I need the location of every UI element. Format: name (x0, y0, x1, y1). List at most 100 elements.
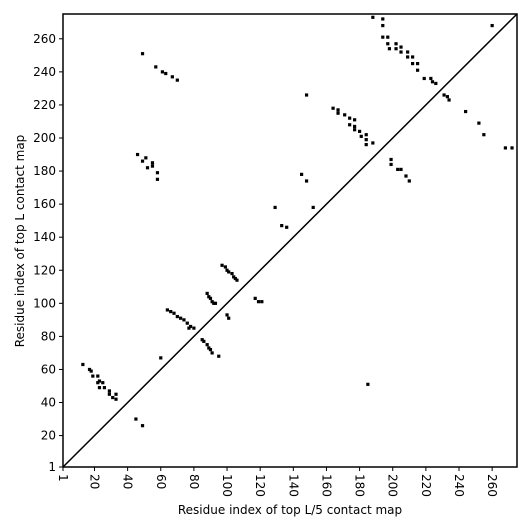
y-tick-label: 220 (33, 98, 56, 112)
contact-point (207, 346, 211, 350)
contact-point (415, 68, 420, 72)
contact-point (205, 291, 209, 296)
contact-point (353, 118, 357, 122)
contact-point (399, 45, 403, 49)
contact-point (464, 109, 468, 114)
contact-point (145, 166, 150, 170)
y-axis-label: Residue index of top L contact map (13, 135, 27, 348)
contact-point (107, 389, 111, 393)
contact-point (89, 369, 93, 373)
contact-point (490, 23, 494, 28)
contact-point (140, 159, 145, 163)
contact-point (285, 225, 289, 229)
contact-point (150, 164, 155, 168)
contact-point (114, 392, 118, 396)
contact-point (182, 318, 186, 322)
x-tick-label: 100 (220, 474, 234, 497)
contact-point (353, 124, 357, 129)
contact-point (256, 300, 261, 304)
contact-point (200, 338, 204, 342)
contact-point (399, 167, 403, 172)
contact-point (97, 386, 102, 390)
contact-point (442, 93, 446, 97)
contact-point (159, 356, 163, 360)
contact-point (445, 95, 450, 99)
contact-point (364, 138, 368, 142)
y-tick-label: 240 (33, 65, 56, 79)
contact-point (140, 52, 145, 56)
contact-point (135, 152, 140, 157)
contact-point (101, 381, 105, 385)
contact-point (411, 61, 415, 66)
contact-point (233, 276, 237, 281)
contact-point (311, 205, 315, 210)
contact-point (227, 316, 231, 320)
contact-point (404, 174, 408, 178)
contact-point (217, 354, 221, 358)
contact-point (187, 326, 191, 330)
contact-point (87, 367, 92, 372)
contact-point (220, 263, 224, 267)
contact-point (225, 313, 229, 317)
contact-point (371, 15, 375, 19)
y-tick-label: 200 (33, 131, 56, 145)
contact-point (503, 146, 508, 150)
x-tick-label: 20 (87, 474, 101, 489)
contact-point (212, 301, 216, 305)
contact-point (366, 382, 370, 386)
contact-point (227, 270, 231, 274)
plot-frame (62, 13, 518, 468)
x-tick-label: 60 (154, 474, 168, 489)
contact-point (165, 308, 169, 312)
x-axis-label: Residue index of top L/5 contact map (178, 503, 402, 517)
contact-point (253, 296, 257, 300)
contact-point (364, 133, 368, 137)
contact-point (175, 314, 179, 319)
contact-point (510, 146, 514, 150)
contact-point (111, 395, 115, 400)
contact-point (336, 111, 340, 115)
contact-point (164, 71, 168, 76)
y-tick-label: 100 (33, 296, 56, 310)
contact-point (235, 278, 239, 282)
contact-point (304, 179, 309, 183)
contact-point (96, 374, 100, 378)
contact-point (387, 47, 392, 51)
contact-point (188, 324, 193, 329)
contact-point (304, 93, 309, 97)
contact-point (155, 171, 160, 175)
contact-point (175, 78, 179, 82)
contact-point (207, 295, 211, 299)
contact-point (102, 386, 107, 390)
contact-point (210, 351, 214, 355)
contact-point (273, 205, 277, 210)
contact-point (411, 55, 415, 59)
contact-point (406, 55, 410, 59)
contact-point (359, 134, 363, 138)
contact-point (169, 309, 173, 314)
contact-point (150, 161, 155, 165)
contact-point (371, 141, 375, 145)
contact-point (170, 75, 174, 79)
contact-point (155, 177, 160, 181)
contact-point (210, 300, 214, 304)
contact-point (482, 133, 486, 137)
x-tick-label: 40 (121, 474, 135, 489)
x-tick-label: 140 (286, 474, 300, 497)
contact-point (260, 300, 264, 304)
contact-point (364, 143, 368, 147)
y-tick-label: 160 (33, 197, 56, 211)
x-tick-label: 240 (452, 474, 466, 497)
contact-point (386, 35, 390, 39)
contact-point (213, 301, 218, 305)
contact-point (223, 265, 227, 269)
x-tick-label: 180 (353, 474, 367, 497)
y-tick-label: 40 (41, 396, 56, 410)
contact-point (91, 374, 95, 378)
contact-point (389, 162, 393, 167)
contact-point (357, 129, 362, 133)
contact-point (225, 268, 229, 272)
contact-point (381, 17, 385, 21)
x-tick-label: 80 (187, 474, 201, 489)
